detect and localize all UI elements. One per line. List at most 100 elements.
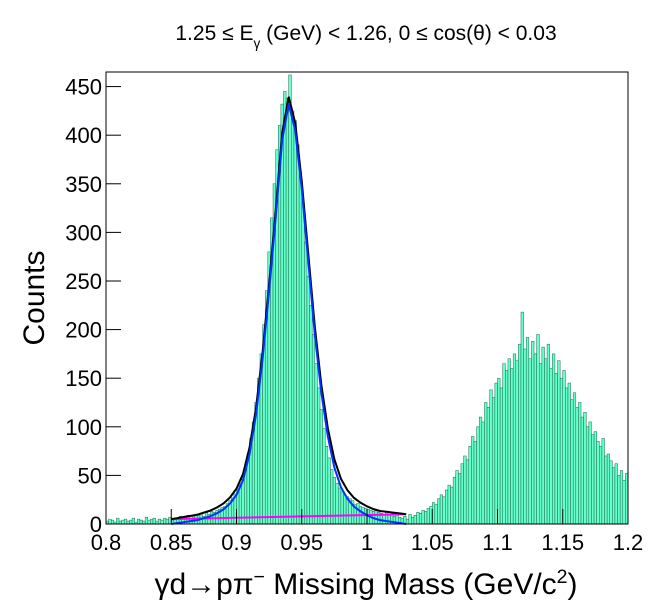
histogram-bar [314,363,318,525]
histogram-bar [572,392,577,525]
title-part: (GeV) < 1.26, 0 ≤ cos(θ) < 0.03 [260,22,556,45]
histogram-bar [523,348,527,525]
histogram-bar [612,467,616,525]
y-tick-label: 100 [65,415,102,440]
histogram-bar [327,457,331,525]
x-tick-label: 1.05 [411,530,454,555]
histogram-bar [144,516,149,525]
histogram-bar [518,343,522,525]
histogram-bar [541,346,545,525]
histogram-bar [163,517,167,525]
histogram-bar [578,402,582,525]
histogram-bar [319,409,323,525]
histogram-bar [317,387,321,525]
histogram-bar [445,489,449,525]
histogram-bar [601,438,605,525]
chart-title: 1.25 ≤ Eγ (GeV) < 1.26, 0 ≤ cos(θ) < 0.0… [175,22,556,51]
histogram-bar [338,487,342,525]
histogram-bar [476,426,480,525]
y-tick-label: 350 [65,172,102,197]
x-tick-label: 1.2 [613,530,644,555]
y-tick-label: 50 [78,463,102,488]
histogram-bar [609,460,613,525]
histogram-bar [411,516,415,525]
histogram-bar [583,411,587,525]
histogram-bar [160,519,164,525]
histogram-bar [585,426,590,525]
histogram-bar [473,441,477,525]
histogram-bar [452,477,456,525]
histogram-bar [505,370,509,525]
histogram-bar [554,373,558,525]
histogram-bar [617,475,621,525]
histogram-bar [108,518,112,525]
histogram-bar [510,368,514,525]
histogram-bar [291,110,295,525]
histogram-bar [374,510,378,525]
histogram-bar [549,368,553,525]
y-tick-label: 300 [65,220,102,245]
histogram-bar [515,360,519,525]
y-tick-label: 200 [65,318,102,343]
histogram-bar [512,353,517,525]
histogram-bar [418,513,423,525]
histogram-bar [304,241,308,525]
histogram-bar [426,508,430,525]
histogram-bar [455,470,459,525]
histogram-bar [596,441,600,525]
title-part: 1.25 ≤ E [175,22,253,45]
histogram-bar [546,343,550,525]
histogram-bar [356,503,360,525]
histogram-bar [124,518,128,525]
x-axis-title: γd→pπ− Missing Mass (GeV/c2) [154,566,577,601]
histogram-bar [116,517,120,525]
histogram-bar [486,407,490,525]
histogram-bar [421,510,425,525]
histogram-bar [622,480,626,525]
histogram-bar [497,377,501,525]
histogram-bar [591,434,595,525]
y-tick-label: 400 [65,123,102,148]
histogram-bar [484,402,488,525]
histogram-bar [567,382,571,525]
x-tick-label: 0.8 [91,530,122,555]
x-tick-label: 0.85 [150,530,193,555]
histogram-bar [565,387,569,525]
histogram-bar [557,360,561,525]
histogram-bar [324,445,329,525]
histogram-bar [593,431,597,525]
histogram-bar [293,120,297,525]
histogram-bar [288,74,292,525]
histogram-bar [559,377,564,525]
histogram-bar [434,504,438,525]
histogram-bar [343,494,347,525]
histogram-bar [147,519,151,525]
histogram-bar [499,387,503,525]
histogram-bar [137,518,141,525]
x_label-part: γd→pπ [154,568,253,601]
histogram-bar [387,515,391,525]
histogram-bar [301,202,305,525]
histogram-bar [575,407,579,525]
histogram-bar [439,494,443,525]
y-tick-label: 150 [65,366,102,391]
histogram-bar [121,519,125,525]
histogram-bar [544,358,548,525]
histogram-bar [562,370,566,525]
histogram-bar [335,482,339,525]
y-tick-label: 250 [65,269,102,294]
histogram-bar [463,455,467,525]
histogram-bar [536,334,540,525]
histogram-bar [525,337,530,525]
histogram-bar [599,445,603,525]
histogram-bar [478,416,483,525]
x_label-part: 2 [557,566,568,588]
histogram-bar [614,463,618,525]
histogram-bar [492,397,496,525]
histogram-bar [531,341,535,525]
histogram-bar [494,382,498,525]
x-tick-label: 0.95 [280,530,323,555]
histogram-bar [285,97,289,525]
histogram-bar [405,518,410,525]
